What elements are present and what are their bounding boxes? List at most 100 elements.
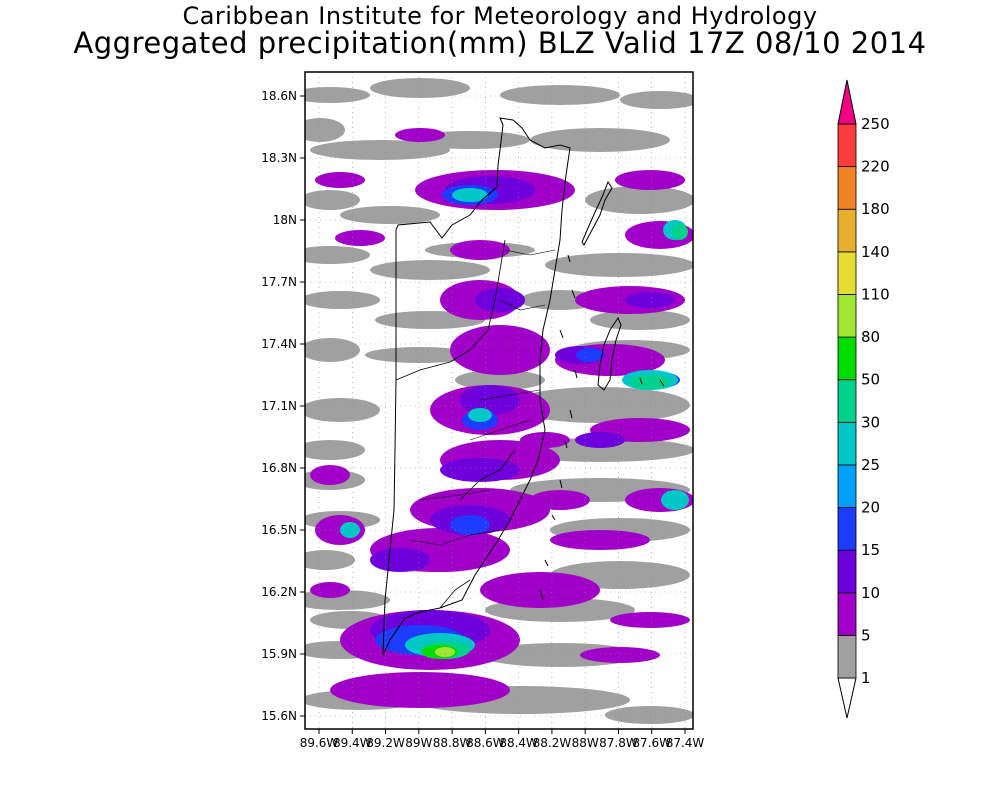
precip-light	[305, 550, 355, 570]
precip-light	[500, 85, 620, 105]
precip-moderate	[530, 490, 590, 510]
lon-tick-label: 89W	[405, 736, 432, 750]
precip-field	[305, 78, 693, 724]
precip-light	[365, 347, 475, 363]
colorbar-bin	[837, 464, 857, 508]
district-lines	[409, 249, 556, 546]
cayes	[539, 254, 665, 601]
precip-moderate	[610, 612, 690, 628]
colorbar-bin	[837, 592, 857, 636]
title-institute: Caribbean Institute for Meteorology and …	[182, 2, 818, 30]
lat-tick-label: 18.6N	[261, 89, 297, 103]
precip-moderate	[580, 647, 660, 663]
precip-light	[585, 186, 693, 214]
precip-light	[310, 140, 450, 160]
colorbar-bin	[837, 208, 857, 253]
colorbar-label: 50	[861, 371, 880, 389]
colorbar-label: 220	[861, 158, 890, 176]
colorbar-bin	[837, 166, 857, 210]
colorbar-bin	[837, 123, 857, 168]
colorbar-bin	[837, 336, 857, 381]
island-turneffe	[597, 316, 622, 391]
precip-light	[530, 128, 670, 152]
precip-moderate	[315, 172, 365, 188]
colorbar-bin	[837, 549, 857, 594]
colorbar-label: 140	[861, 243, 890, 261]
lat-tick-label: 16.5N	[261, 523, 297, 537]
precip-extreme	[435, 647, 455, 657]
precip-heavy	[575, 432, 625, 448]
lon-tick-label: 88.4W	[499, 736, 538, 750]
precip-light	[305, 118, 345, 142]
precip-moderate	[310, 582, 350, 598]
precip-light	[305, 338, 360, 362]
country-outlines	[382, 117, 665, 656]
precip-light	[455, 370, 545, 390]
precip-strong	[452, 188, 488, 202]
lon-tick-label: 87.8W	[599, 736, 638, 750]
precip-light	[305, 246, 370, 264]
precip-heavy	[460, 385, 520, 415]
lat-tick-label: 16.8N	[261, 461, 297, 475]
colorbar-bin	[837, 421, 857, 466]
guatemala-line	[395, 239, 516, 609]
lon-tick-label: 88.2W	[533, 736, 572, 750]
colorbar-label: 25	[861, 456, 880, 474]
precip-moderate	[330, 672, 510, 708]
precip-heavier	[450, 515, 490, 535]
lon-tick-label: 88.6W	[466, 736, 505, 750]
lon-tick-label: 89.6W	[300, 736, 339, 750]
colorbar-label: 5	[861, 626, 871, 644]
precip-strong	[661, 490, 689, 510]
precip-light	[545, 253, 693, 277]
precip-very-strong	[630, 375, 670, 389]
colorbar-under-arrow	[837, 677, 857, 719]
precip-light	[340, 206, 440, 224]
precip-light	[370, 78, 470, 98]
precip-light	[305, 291, 380, 309]
precip-moderate	[550, 530, 650, 550]
lon-tick-label: 87.4W	[666, 736, 705, 750]
title-product: Aggregated precipitation(mm) BLZ Valid 1…	[73, 26, 927, 60]
lat-tick-label: 17.1N	[261, 399, 297, 413]
precip-heavy	[625, 292, 675, 308]
colorbar-bin	[837, 294, 857, 338]
map-frame	[304, 71, 694, 730]
colorbar-label: 110	[861, 285, 890, 303]
lon-tick-label: 88W	[572, 736, 599, 750]
colorbar-label: 180	[861, 200, 890, 218]
lat-tick-label: 17.4N	[261, 337, 297, 351]
precip-moderate	[450, 325, 550, 375]
colorbar-bin	[837, 507, 857, 551]
island-ambergris	[581, 180, 613, 246]
colorbar-label: 250	[861, 115, 890, 133]
precip-light	[305, 440, 365, 460]
belize-border	[382, 117, 571, 656]
lon-tick-label: 89.2W	[366, 736, 405, 750]
precip-moderate	[450, 240, 510, 260]
lon-tick-label: 88.8W	[433, 736, 472, 750]
precip-map-plot	[305, 72, 693, 729]
precip-moderate	[310, 465, 350, 485]
lat-tick-label: 18N	[273, 213, 297, 227]
precip-moderate	[615, 170, 685, 190]
precip-moderate	[395, 128, 445, 142]
colorbar-label: 15	[861, 541, 880, 559]
precip-heavier	[576, 348, 604, 362]
lat-tick-label: 16.2N	[261, 585, 297, 599]
lat-tick-label: 15.9N	[261, 647, 297, 661]
colorbar-label: 1	[861, 669, 871, 687]
colorbar-over-arrow	[837, 79, 857, 125]
colorbar-bin	[837, 379, 857, 423]
lon-tick-label: 87.6W	[632, 736, 671, 750]
colorbar-bin	[837, 634, 857, 679]
precip-strong	[468, 408, 492, 422]
latitude-axis: 18.6N 18.3N 18N 17.7N 17.4N 17.1N 16.8N 16.5N 16…	[261, 89, 305, 723]
colorbar-label: 30	[861, 413, 880, 431]
precip-very-strong	[672, 224, 688, 240]
lon-tick-label: 89.4W	[333, 736, 372, 750]
colorbar-bin	[837, 251, 857, 295]
